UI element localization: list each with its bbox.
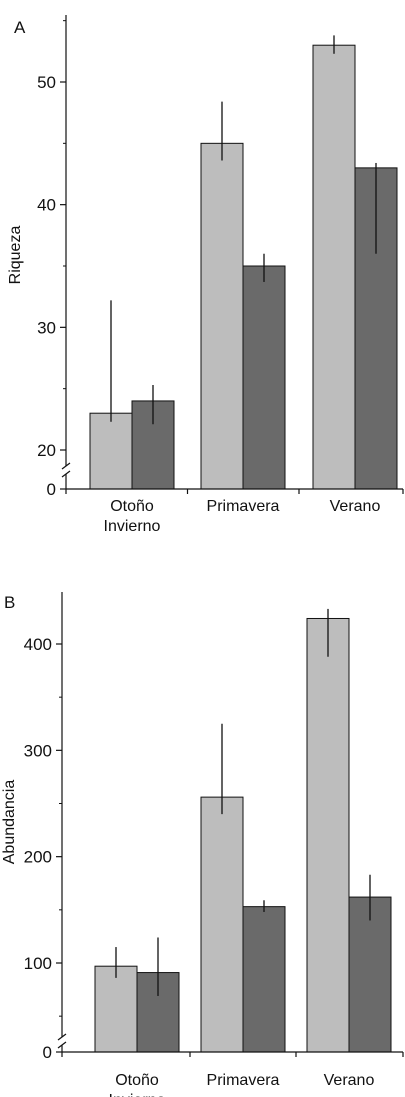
category-label-line: Primavera [207, 1072, 280, 1089]
y-tick-label: 300 [24, 741, 52, 760]
category-label: Primavera [207, 1072, 280, 1089]
bar-series1-cat1 [89, 412, 133, 490]
category-label-line: Verano [330, 498, 381, 515]
chart-panel-a: A Riqueza 20 30 40 50 0 Otoño Invierno Primavera V… [7, 15, 404, 535]
category-label-line: Otoño [115, 1072, 159, 1089]
category-label: Otoño Invierno [109, 1072, 166, 1097]
category-label-line: Invierno [104, 518, 161, 535]
y-tick-label: 30 [37, 318, 56, 337]
category-label: Otoño Invierno [104, 498, 161, 535]
category-label-line: Invierno [109, 1092, 166, 1097]
axis-break-mark [61, 470, 71, 478]
chart-panel-b: B Abundancia 100 200 300 400 0 Otoño Invierno Pri… [1, 592, 404, 1097]
y-tick-label: 400 [24, 635, 52, 654]
axis-break-mark [61, 462, 71, 470]
category-label: Verano [324, 1072, 375, 1089]
y-tick-label-zero: 0 [43, 1043, 52, 1062]
category-label: Verano [330, 498, 381, 515]
category-label-line: Verano [324, 1072, 375, 1089]
y-tick-label: 20 [37, 441, 56, 460]
category-label-line: Otoño [110, 498, 154, 515]
bar-series1-cat3 [312, 44, 356, 490]
axis-break-mark [57, 1041, 67, 1049]
axis-break-mark [57, 1033, 67, 1041]
y-axis-label: Riqueza [7, 226, 24, 285]
y-tick-label: 100 [24, 954, 52, 973]
y-tick-label: 40 [37, 196, 56, 215]
y-tick-label: 200 [24, 848, 52, 867]
bar-series2-cat2 [242, 906, 286, 1053]
y-tick-label: 50 [37, 73, 56, 92]
panel-letter: B [4, 593, 15, 612]
y-axis-label: Abundancia [1, 780, 18, 865]
category-label: Primavera [207, 498, 280, 515]
bar-series1-cat1 [94, 965, 138, 1053]
bar-series1-cat2 [200, 796, 244, 1053]
bar-series1-cat3 [306, 617, 350, 1053]
category-label-line: Primavera [207, 498, 280, 515]
bar-series1-cat2 [200, 142, 244, 490]
bar-series2-cat2 [242, 265, 286, 490]
y-tick-label-zero: 0 [47, 480, 56, 499]
panel-letter: A [14, 18, 26, 37]
